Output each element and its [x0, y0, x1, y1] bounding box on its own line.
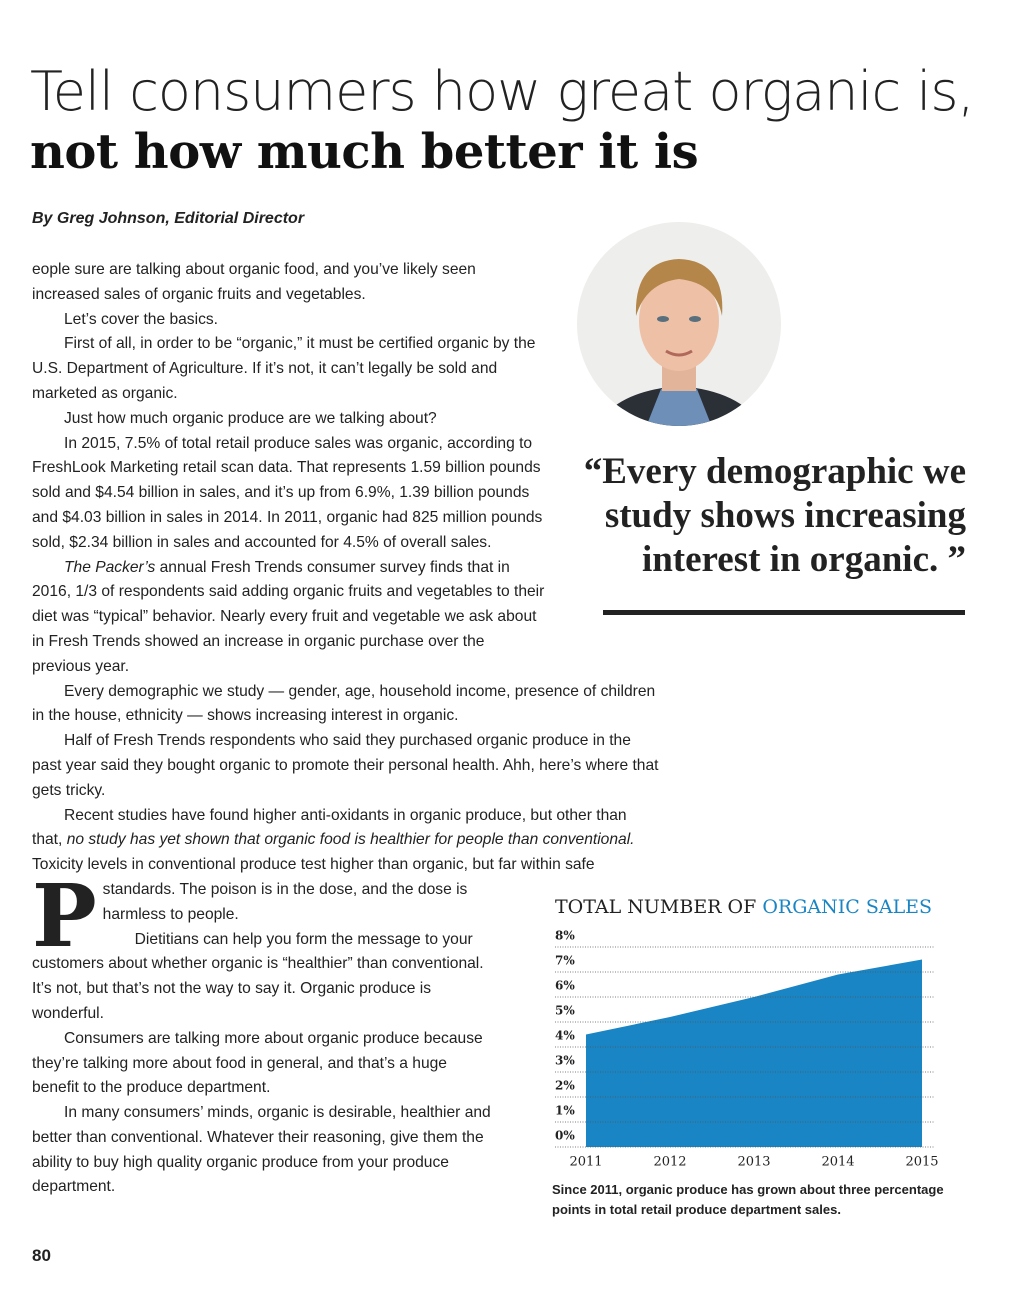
y-tick-label: 8% [555, 929, 575, 943]
area [586, 959, 922, 1147]
text-run: Let’s cover the basics. [64, 310, 218, 328]
y-tick-label: 3% [555, 1054, 575, 1068]
x-tick-label: 2011 [569, 1155, 602, 1170]
x-tick-label: 2013 [737, 1155, 770, 1170]
paragraph: Half of Fresh Trends respondents who sai… [32, 729, 662, 803]
text-run: eople sure are talking about organic foo… [32, 261, 476, 303]
text-run: Toxicity levels in conventional produce … [32, 856, 595, 923]
y-tick-label: 1% [555, 1104, 575, 1118]
paragraph: In 2015, 7.5% of total retail produce sa… [32, 432, 662, 556]
paragraph: In many consumers’ minds, organic is des… [32, 1101, 662, 1200]
byline: By Greg Johnson, Editorial Director [32, 210, 305, 227]
text-run: Half of Fresh Trends respondents who sai… [32, 732, 659, 799]
chart-title-highlight: ORGANIC SALES [762, 896, 932, 918]
chart: TOTAL NUMBER OF ORGANIC SALES 0% 1% 2% 3% 4%… [555, 896, 939, 1170]
text-run: The Packer’s [64, 558, 156, 576]
paragraph: eople sure are talking about organic foo… [32, 258, 662, 308]
text-run: Recent studies have found higher anti-ox… [32, 806, 627, 849]
x-tick-label: 2014 [821, 1155, 854, 1170]
chart-title-part: TOTAL NUMBER OF [555, 896, 756, 918]
x-tick-label: 2012 [653, 1155, 686, 1170]
paragraph: Dietitians can help you form the message… [32, 928, 662, 1027]
rule [603, 610, 965, 615]
paragraph: Recent studies have found higher anti-ox… [32, 804, 662, 928]
chart-title: TOTAL NUMBER OF ORGANIC SALES [555, 896, 932, 918]
paragraph: The Packer’s annual Fresh Trends consume… [32, 556, 662, 680]
x-tick-label: 2015 [905, 1155, 938, 1170]
text-run: First of all, in order to be “organic,” … [32, 335, 536, 402]
pull-quote: “Every demographic we study shows increa… [583, 451, 966, 580]
y-tick-label: 5% [555, 1004, 575, 1018]
paragraph: Consumers are talking more about organic… [32, 1027, 662, 1101]
text-run: annual Fresh Trends consumer survey find… [32, 558, 545, 675]
text-run: Dietitians can help you form the message… [32, 930, 484, 1022]
text-run: In many consumers’ minds, organic is des… [32, 1104, 491, 1196]
paragraph: Let’s cover the basics. [32, 308, 662, 333]
title: Tell consumers how great organic is, [30, 60, 975, 123]
text-run: Just how much organic produce are we tal… [64, 409, 437, 427]
article-body: P eople sure are talking about organic f… [32, 258, 662, 1240]
y-tick-label: 4% [555, 1029, 575, 1043]
author-photo [577, 222, 781, 426]
chart-caption: Since 2011, organic produce has grown ab… [552, 1182, 944, 1217]
text-run: Consumers are talking more about organic… [32, 1029, 483, 1097]
drop-cap: P [32, 866, 97, 967]
text-run: Every demographic we study — gender, age… [32, 682, 656, 725]
y-tick-label: 0% [555, 1129, 575, 1143]
text-run: no study has yet shown that organic food… [66, 831, 635, 849]
paragraph: Every demographic we study — gender, age… [32, 680, 662, 730]
paragraph: First of all, in order to be “organic,” … [32, 332, 662, 406]
y-tick-label: 6% [555, 979, 575, 993]
text-run: In 2015, 7.5% of total retail produce sa… [32, 434, 543, 551]
page-number: 80 [32, 1246, 51, 1265]
paragraph: Just how much organic produce are we tal… [32, 407, 662, 432]
y-tick-label: 7% [555, 954, 575, 968]
title-bold: not how much better it is [30, 124, 699, 180]
y-tick-label: 2% [555, 1079, 575, 1093]
